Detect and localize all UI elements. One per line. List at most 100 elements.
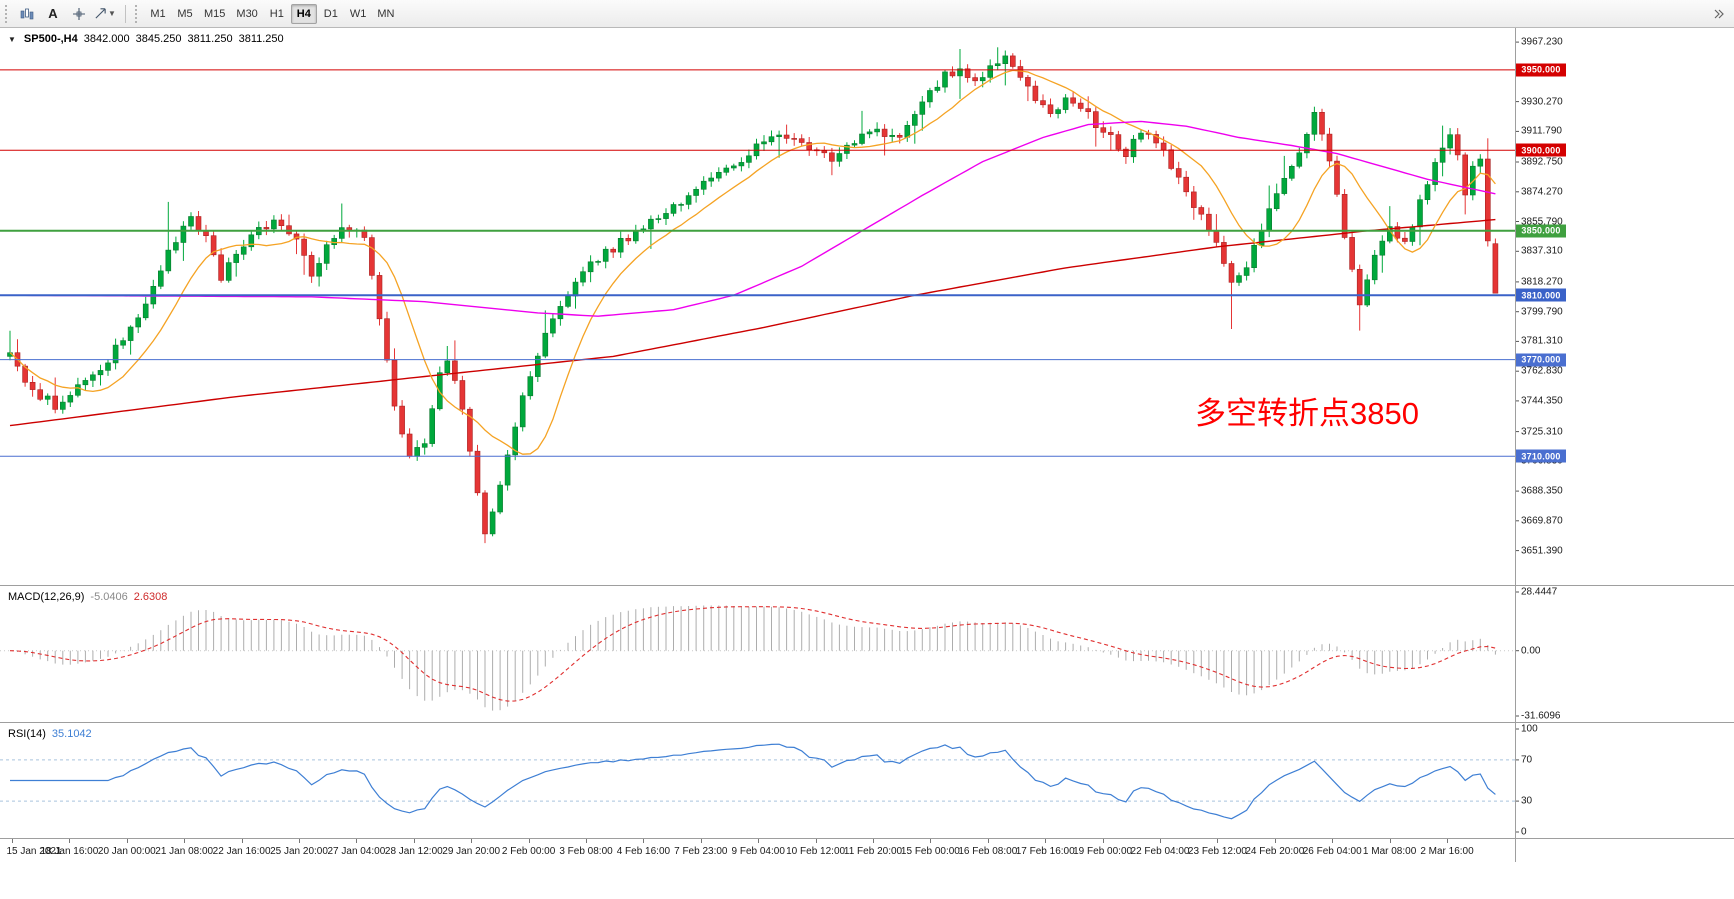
- chart-mode-button[interactable]: [15, 3, 39, 25]
- low-value: 3811.250: [187, 33, 233, 45]
- x-axis-label: 7 Feb 23:00: [674, 846, 728, 857]
- macd-scale-label: 0.00: [1521, 645, 1541, 657]
- x-axis-label: 10 Feb 12:00: [786, 846, 846, 857]
- text-tool-label: A: [48, 6, 58, 21]
- y-axis-label: 3669.870: [1521, 515, 1563, 527]
- x-axis-label: 2 Feb 00:00: [501, 846, 556, 857]
- timeframe-toolbar: M1 M5 M15 M30 H1 H4 D1 W1 MN: [145, 3, 399, 24]
- x-axis-label: 24 Feb 20:00: [1245, 846, 1305, 857]
- y-axis-label: 3744.350: [1521, 395, 1563, 407]
- timeframe-button-m5[interactable]: M5: [177, 7, 193, 20]
- x-axis-label: 19 Feb 00:00: [1073, 846, 1133, 857]
- x-axis-label: 4 Feb 16:00: [616, 846, 671, 857]
- macd-canvas: [0, 591, 1519, 717]
- time-tick: [643, 839, 645, 843]
- timeframe-button-d1[interactable]: D1: [323, 7, 338, 20]
- macd-panel[interactable]: MACD(12,26,9) -5.0406 2.6308 28.4447 0.00…: [0, 585, 1734, 722]
- timeframe-button-mn[interactable]: MN: [377, 7, 395, 20]
- time-tick: [1389, 839, 1391, 843]
- time-axis[interactable]: 15 Jan 2021 18 Jan 16:00 20 Jan 00:00 21 Ja…: [0, 838, 1734, 862]
- y-axis-label: 3892.750: [1521, 156, 1563, 168]
- timeframe-button-m1[interactable]: M1: [150, 7, 166, 20]
- price-level-badge: 3710.000: [1516, 449, 1566, 463]
- ma-slow-line: [9, 218, 1496, 427]
- x-axis-label: 1 Mar 08:00: [1362, 846, 1417, 857]
- crosshair-button[interactable]: [67, 3, 91, 25]
- time-tick: [930, 839, 932, 843]
- x-axis-label: 20 Jan 00:00: [97, 846, 156, 857]
- timeframe-button-h4[interactable]: H4: [290, 3, 317, 24]
- rsi-scale-label: 70: [1521, 754, 1533, 766]
- rsi-scale-label: 100: [1521, 723, 1538, 735]
- time-tick: [184, 839, 186, 843]
- x-axis-label: 11 Feb 20:00: [843, 846, 903, 857]
- rsi-canvas: [0, 728, 1519, 833]
- time-tick: [1102, 839, 1104, 843]
- time-tick: [586, 839, 587, 843]
- timeframe-button-h1[interactable]: H1: [269, 7, 284, 20]
- timeframe-button-m30[interactable]: M30: [236, 7, 258, 20]
- rsi-value: 35.1042: [51, 728, 92, 740]
- rsi-scale-label: 30: [1521, 795, 1533, 807]
- chart-header: ▼ SP500-,H4 3842.000 3845.250 3811.250 3…: [8, 33, 284, 45]
- toolbar-separator: [125, 4, 126, 23]
- time-tick: [413, 839, 415, 843]
- timeframe-toolbar-grip[interactable]: [135, 4, 139, 23]
- time-tick: [126, 839, 128, 843]
- x-axis-label: 15 Feb 00:00: [900, 846, 960, 857]
- time-tick: [1274, 839, 1276, 843]
- close-value: 3811.250: [238, 33, 284, 45]
- x-axis-label: 21 Jan 08:00: [155, 846, 214, 857]
- time-tick: [528, 839, 530, 843]
- time-tick: [356, 839, 358, 843]
- text-annotation-button[interactable]: A: [41, 3, 65, 25]
- x-axis-label: 17 Feb 16:00: [1015, 846, 1075, 857]
- x-axis-label: 25 Jan 20:00: [270, 846, 328, 857]
- x-axis-label: 2 Mar 16:00: [1420, 846, 1474, 857]
- toolbar: A ▼ M1 M5 M15 M30 H1 H4 D1 W1 MN: [0, 0, 1734, 28]
- chart-annotation-text[interactable]: 多空转折点3850: [1195, 396, 1419, 431]
- time-tick: [700, 839, 702, 843]
- price-scale-divider[interactable]: [1515, 28, 1516, 862]
- time-tick: [241, 839, 243, 843]
- x-axis-label: 9 Feb 04:00: [731, 846, 785, 857]
- x-axis-label: 29 Jan 20:00: [442, 846, 501, 857]
- price-chart-panel[interactable]: ▼ SP500-,H4 3842.000 3845.250 3811.250 3…: [0, 28, 1734, 585]
- x-axis-label: 3 Feb 08:00: [559, 846, 613, 857]
- timeframe-button-w1[interactable]: W1: [349, 7, 367, 20]
- x-axis-label: 27 Jan 04:00: [327, 846, 386, 857]
- y-axis-label: 3725.310: [1521, 426, 1563, 438]
- macd-scale-label: 28.4447: [1521, 586, 1558, 598]
- chevrons-icon: [1714, 9, 1724, 18]
- time-tick: [1045, 839, 1047, 843]
- time-tick: [299, 839, 300, 843]
- y-axis-label: 3688.350: [1521, 485, 1563, 497]
- macd-main-value: -5.0406: [90, 591, 128, 603]
- draw-tools-button[interactable]: ▼: [93, 3, 117, 25]
- open-value: 3842.000: [83, 33, 130, 45]
- rsi-label: RSI(14): [8, 728, 46, 740]
- price-chart-canvas[interactable]: [0, 28, 1734, 585]
- time-tick: [12, 839, 13, 843]
- toolbar-right-group: [1706, 3, 1730, 25]
- timeframe-button-m15[interactable]: M15: [204, 7, 226, 20]
- chart-menu-caret-icon[interactable]: ▼: [8, 34, 16, 44]
- x-axis-label: 28 Jan 12:00: [384, 846, 443, 857]
- y-axis-label: 3911.790: [1521, 125, 1562, 137]
- macd-header: MACD(12,26,9) -5.0406 2.6308: [8, 591, 167, 603]
- toolbar-grip[interactable]: [5, 4, 9, 23]
- macd-signal-value: 2.6308: [133, 591, 168, 603]
- y-axis-label: 3837.310: [1521, 245, 1563, 257]
- macd-signal-line: [9, 606, 1496, 702]
- high-value: 3845.250: [135, 33, 182, 45]
- crosshair-icon: [73, 7, 85, 20]
- rsi-line: [10, 743, 1496, 820]
- x-axis-label: 22 Jan 16:00: [212, 846, 271, 857]
- y-axis-label: 3930.270: [1521, 96, 1563, 108]
- price-level-badge: 3770.000: [1516, 353, 1566, 367]
- rsi-panel[interactable]: RSI(14) 35.1042 100 70 30 0: [0, 722, 1734, 838]
- macd-label: MACD(12,26,9): [8, 591, 85, 603]
- toolbar-overflow-button[interactable]: [1706, 3, 1730, 25]
- time-tick: [1217, 839, 1219, 843]
